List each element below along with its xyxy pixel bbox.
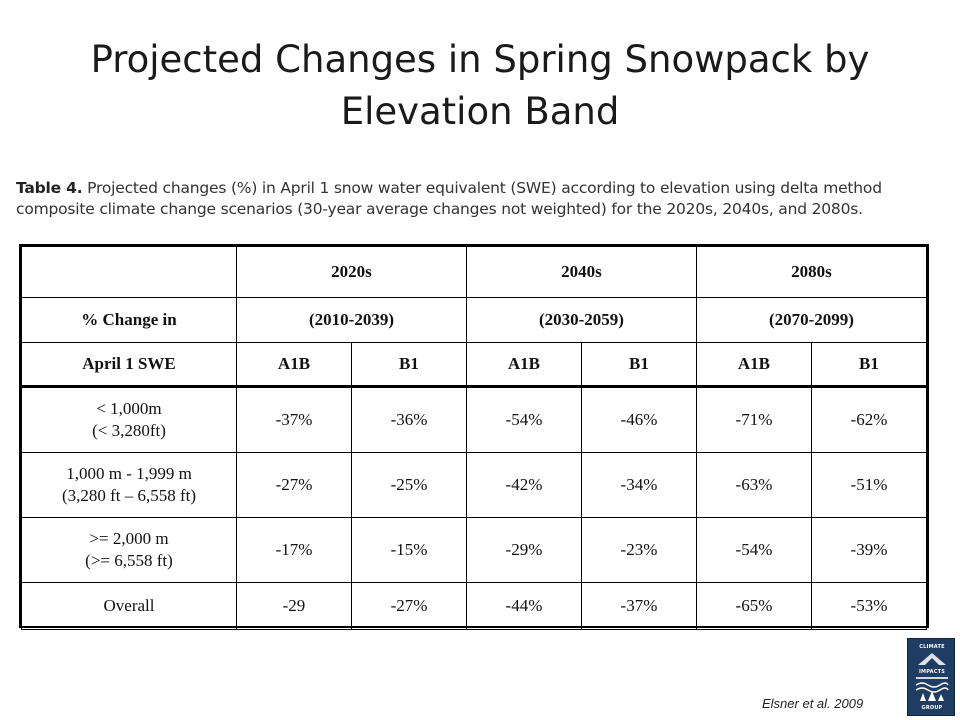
table-cell: -54% bbox=[695, 517, 812, 583]
header-row-years: % Change in (2010-2039) (2030-2059) (207… bbox=[21, 297, 928, 343]
header-scenario: A1B bbox=[236, 342, 352, 388]
table-cell: -44% bbox=[465, 582, 582, 630]
table-cell: -62% bbox=[810, 386, 928, 453]
snowpack-table: 2020s 2040s 2080s % Change in (2010-2039… bbox=[19, 244, 929, 630]
table-row: Overall -29 -27% -44% -37% -65% -53% bbox=[21, 582, 928, 630]
table-cell: -54% bbox=[465, 386, 582, 453]
slide-title: Projected Changes in Spring Snowpack by … bbox=[90, 38, 870, 133]
table-cell: -15% bbox=[350, 517, 467, 583]
table-cell: -39% bbox=[810, 517, 928, 583]
header-2040s: 2040s bbox=[465, 246, 697, 298]
logo-text-line3: GROUP bbox=[921, 705, 943, 711]
caption-label: Table 4. bbox=[16, 179, 83, 197]
row-label: Overall bbox=[21, 582, 237, 630]
table-caption: Table 4. Projected changes (%) in April … bbox=[16, 178, 941, 220]
table-cell: -17% bbox=[236, 517, 352, 583]
header-scenario: A1B bbox=[695, 342, 812, 388]
header-years-2040s: (2030-2059) bbox=[465, 297, 697, 343]
table-cell: -63% bbox=[695, 452, 812, 518]
header-2080s: 2080s bbox=[695, 246, 928, 298]
header-blank-cell bbox=[21, 246, 237, 298]
header-years-2080s: (2070-2099) bbox=[695, 297, 928, 343]
header-row-period: 2020s 2040s 2080s bbox=[21, 246, 928, 298]
header-2020s: 2020s bbox=[236, 246, 467, 298]
table-cell: -65% bbox=[695, 582, 812, 630]
table-cell: -23% bbox=[580, 517, 697, 583]
logo-text-line1: CLIMATE bbox=[919, 644, 945, 650]
table-cell: -29% bbox=[465, 517, 582, 583]
header-change-label: % Change in bbox=[21, 297, 237, 343]
table-cell: -51% bbox=[810, 452, 928, 518]
table-cell: -37% bbox=[236, 386, 352, 453]
table-cell: -37% bbox=[580, 582, 697, 630]
climate-impacts-group-logo: CLIMATE IMPACTS GROUP bbox=[907, 638, 955, 716]
header-years-2020s: (2010-2039) bbox=[236, 297, 467, 343]
table-cell: -29 bbox=[236, 582, 352, 630]
header-swe-label: April 1 SWE bbox=[21, 342, 237, 388]
table-cell: -53% bbox=[810, 582, 928, 630]
header-scenario: B1 bbox=[580, 342, 697, 388]
table-cell: -34% bbox=[580, 452, 697, 518]
table-row: >= 2,000 m (>= 6,558 ft) -17% -15% -29% -… bbox=[21, 517, 928, 583]
table-cell: -36% bbox=[350, 386, 467, 453]
header-row-scenarios: April 1 SWE A1B B1 A1B B1 A1B B1 bbox=[21, 342, 928, 388]
table-cell: -27% bbox=[236, 452, 352, 518]
source-citation: Elsner et al. 2009 bbox=[762, 696, 864, 711]
caption-text: Projected changes (%) in April 1 snow wa… bbox=[16, 179, 882, 218]
table-row: < 1,000m (< 3,280ft) -37% -36% -54% -46% … bbox=[21, 386, 928, 453]
header-scenario: B1 bbox=[810, 342, 928, 388]
table-cell: -42% bbox=[465, 452, 582, 518]
table-cell: -25% bbox=[350, 452, 467, 518]
header-scenario: B1 bbox=[350, 342, 467, 388]
table-cell: -27% bbox=[350, 582, 467, 630]
row-label: 1,000 m - 1,999 m (3,280 ft – 6,558 ft) bbox=[21, 452, 237, 518]
row-label: >= 2,000 m (>= 6,558 ft) bbox=[21, 517, 237, 583]
table-row: 1,000 m - 1,999 m (3,280 ft – 6,558 ft) -… bbox=[21, 452, 928, 518]
logo-text-line2: IMPACTS bbox=[919, 669, 945, 675]
table-cell: -71% bbox=[695, 386, 812, 453]
row-label: < 1,000m (< 3,280ft) bbox=[21, 386, 237, 453]
header-scenario: A1B bbox=[465, 342, 582, 388]
table-cell: -46% bbox=[580, 386, 697, 453]
logo-emblem-icon bbox=[915, 653, 949, 701]
